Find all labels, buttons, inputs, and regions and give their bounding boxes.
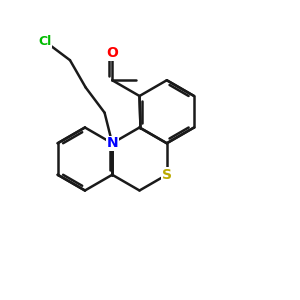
Text: S: S	[162, 168, 172, 182]
Text: Cl: Cl	[38, 35, 51, 48]
Text: O: O	[106, 46, 118, 60]
Text: N: N	[106, 136, 118, 150]
